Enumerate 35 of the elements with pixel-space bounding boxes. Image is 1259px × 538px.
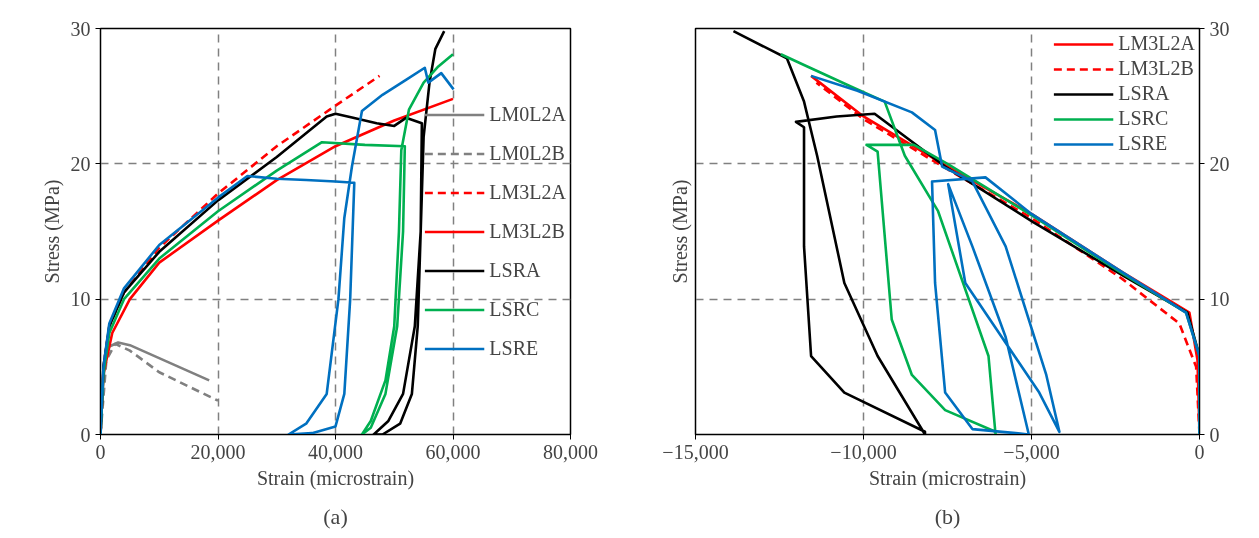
legend-label: LM3L2A [489, 180, 566, 204]
x-tick-label: 20,000 [190, 440, 246, 463]
x-tick-label: 60,000 [425, 440, 481, 463]
legend-label: LSRE [1118, 132, 1168, 155]
y-axis-title: Stress (MPa) [668, 179, 692, 284]
x-tick-label: −15,000 [662, 440, 729, 463]
x-tick-label: 80,000 [543, 440, 598, 463]
legend-label: LM0L2B [489, 141, 565, 165]
x-tick-label: 0 [95, 440, 106, 463]
x-axis-title: Strain (microstrain) [256, 466, 415, 490]
y-tick-label: 30 [70, 17, 91, 40]
text: (a) [323, 503, 348, 529]
y-tick-label: 0 [80, 423, 91, 446]
y-axis-title: Stress (MPa) [40, 179, 64, 284]
legend-label: LSRA [1118, 82, 1170, 105]
legend-label: LM0L2A [489, 102, 566, 126]
y-tick-label: 20 [70, 152, 91, 175]
legend-label: LM3L2B [489, 219, 565, 243]
legend-label: LSRA [489, 258, 541, 282]
y-tick-label: 0 [1209, 423, 1220, 446]
x-axis-title: Strain (microstrain) [868, 466, 1027, 490]
legend-label: LSRC [489, 297, 540, 321]
legend-label: LSRE [489, 336, 539, 360]
y-tick-label: 10 [1209, 288, 1230, 311]
x-tick-label: −10,000 [830, 440, 897, 463]
y-tick-label: 20 [1209, 152, 1230, 175]
text: (b) [934, 503, 961, 529]
x-tick-label: −5,000 [1003, 440, 1060, 463]
x-tick-label: 0 [1194, 440, 1205, 463]
y-tick-label: 10 [70, 288, 91, 311]
legend-label: LM3L2B [1118, 57, 1194, 80]
legend-label: LSRC [1118, 107, 1169, 130]
legend-label: LM3L2A [1118, 32, 1195, 55]
x-tick-label: 40,000 [308, 440, 363, 463]
y-tick-label: 30 [1209, 17, 1230, 40]
